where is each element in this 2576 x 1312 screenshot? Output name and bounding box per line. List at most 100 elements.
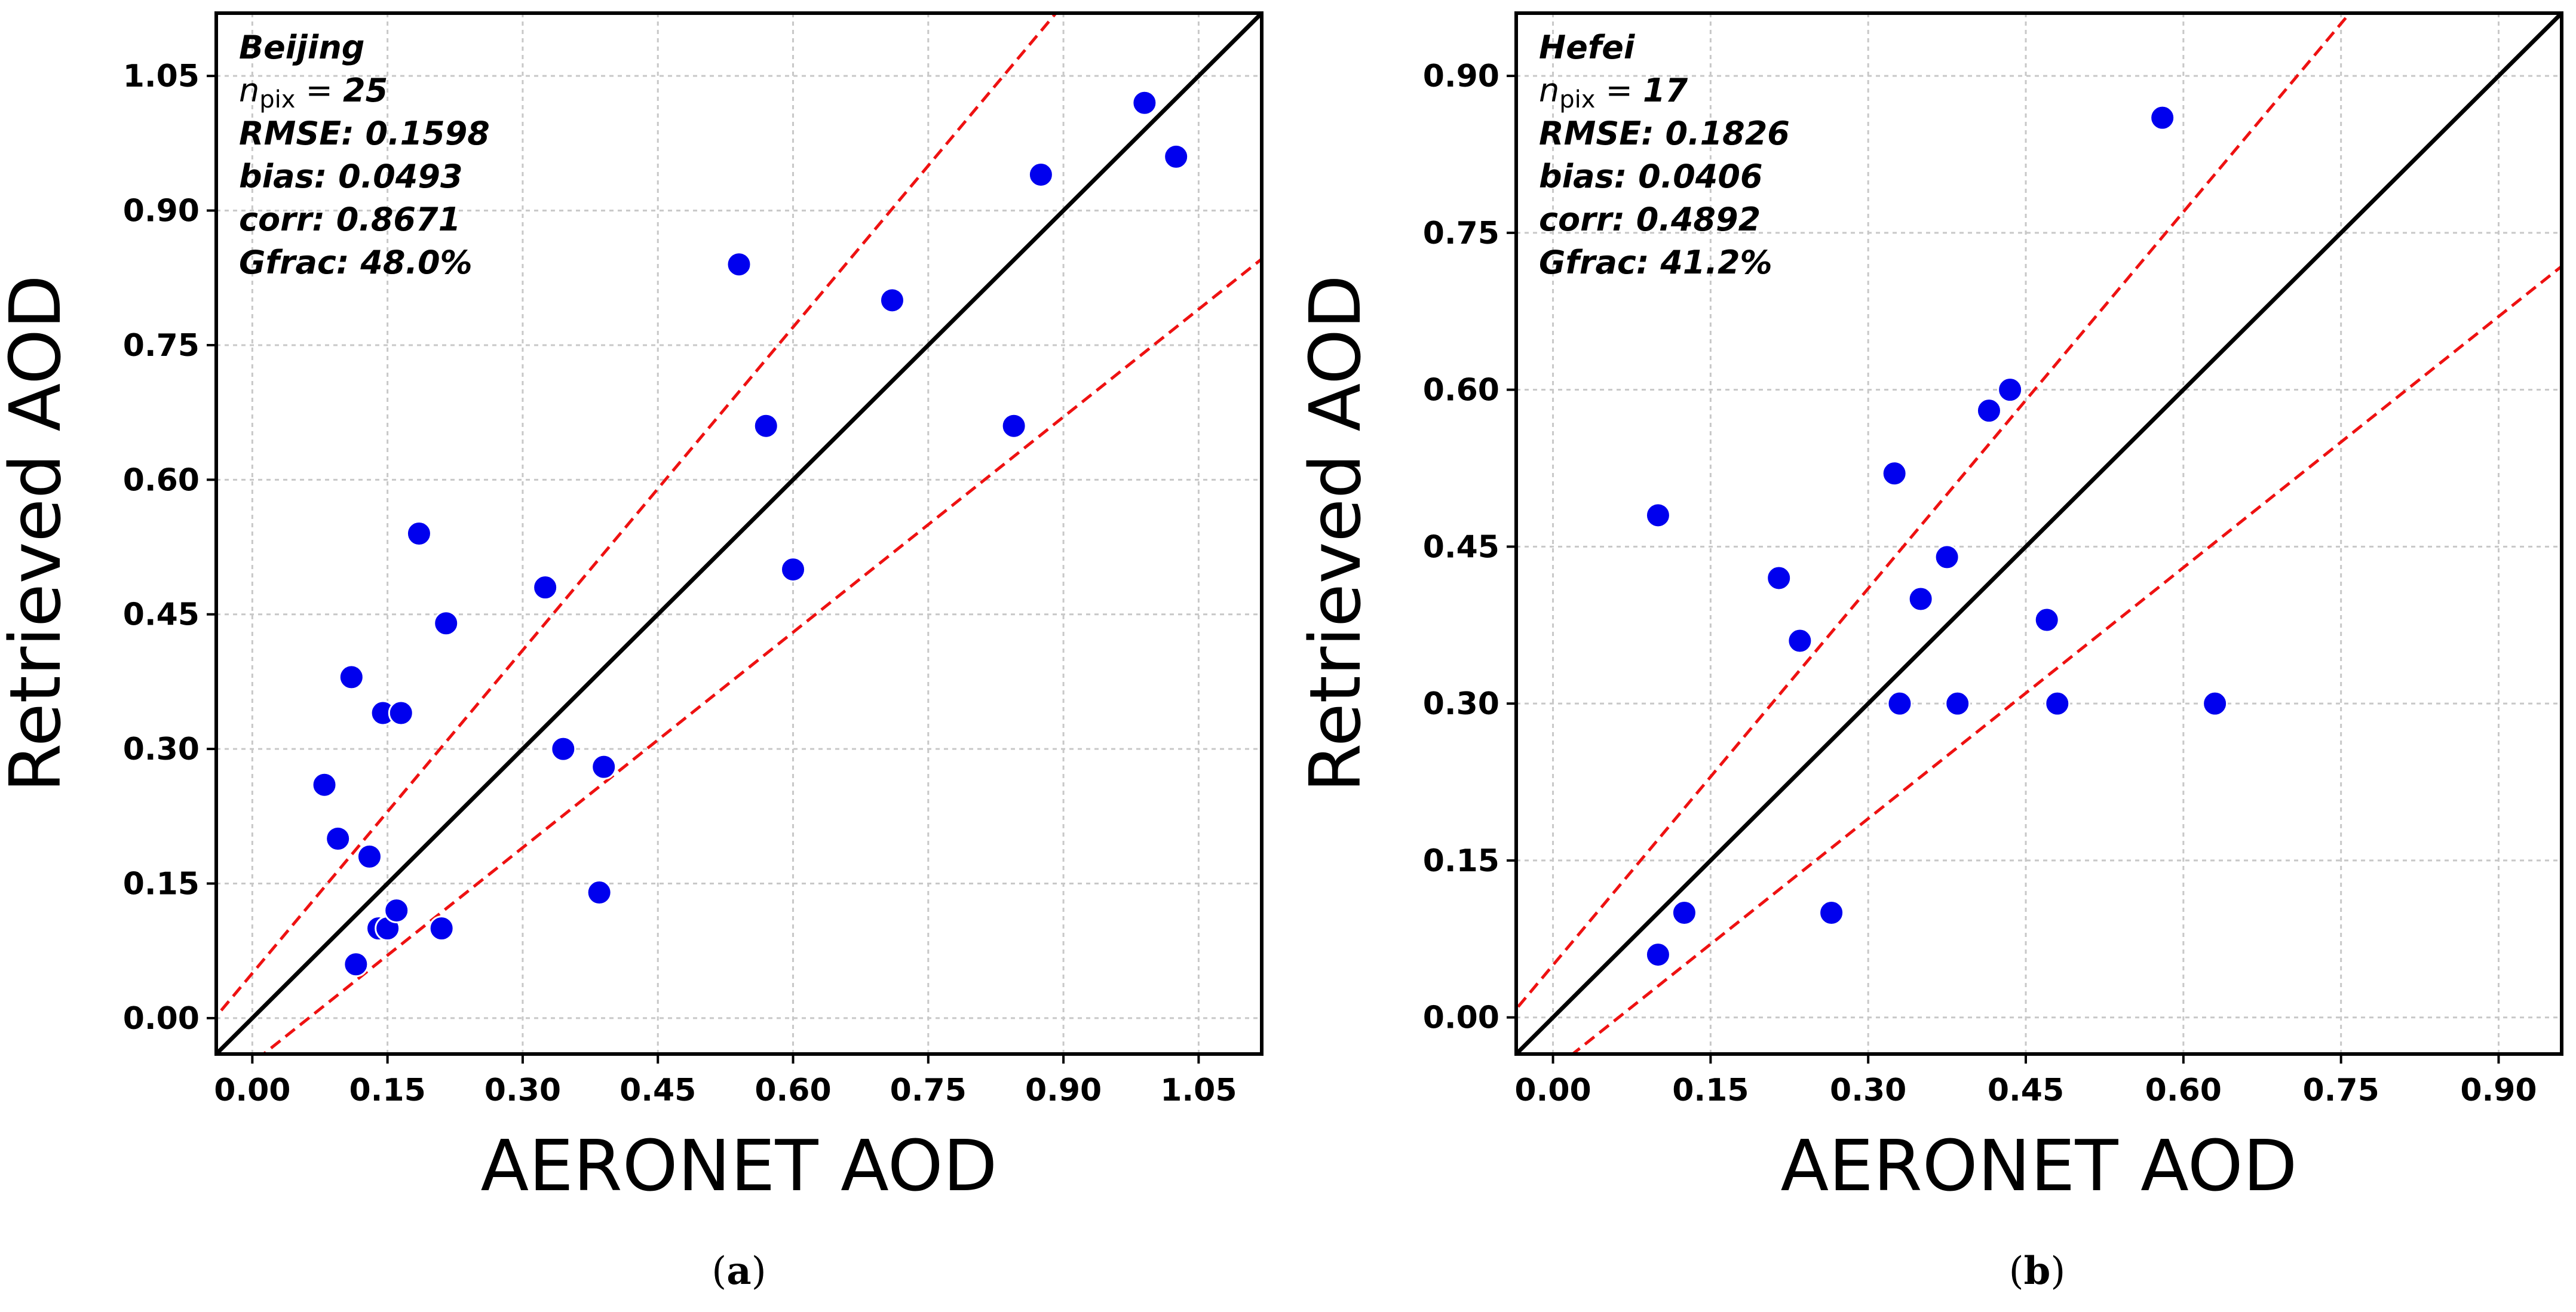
upper-envelope-line <box>1516 13 2352 1012</box>
x-axis-label: AERONET AOD <box>481 1124 998 1207</box>
npix-label: npix = 25 <box>239 72 388 113</box>
data-point <box>1881 460 1908 487</box>
data-point <box>780 557 806 583</box>
upper-envelope-line <box>216 13 1058 1019</box>
bias-label: bias: 0.0493 <box>239 158 463 195</box>
data-point <box>1997 377 2023 403</box>
data-point <box>726 251 752 278</box>
data-points <box>311 90 1189 978</box>
data-point <box>1671 900 1697 926</box>
bias-label: bias: 0.0406 <box>1539 158 1763 195</box>
axes-frame <box>1514 11 2563 1056</box>
data-point <box>1945 690 1971 717</box>
gfrac-label: Gfrac: 41.2% <box>1539 244 1772 281</box>
x-axis-label: AERONET AOD <box>1781 1124 2298 1207</box>
rmse-label: RMSE: 0.1826 <box>1539 115 1790 152</box>
gfrac-label: Gfrac: 48.0% <box>239 244 473 281</box>
data-point <box>1131 90 1158 116</box>
y-tick-labels: 0.00 0.15 0.30 0.45 0.60 0.75 0.90 1.05 <box>123 59 216 1037</box>
panel-caption: (b) <box>2009 1249 2066 1293</box>
npix-value: 17 <box>1643 72 1688 109</box>
y-tick-label: 0.45 <box>1423 529 1499 565</box>
data-point <box>2149 105 2176 131</box>
data-point <box>388 700 414 726</box>
data-point <box>550 736 576 762</box>
data-point <box>1163 143 1189 170</box>
x-tick-labels: 0.00 0.15 0.30 0.45 0.60 0.75 0.90 <box>1514 1054 2537 1108</box>
y-tick-label: 0.30 <box>123 732 200 767</box>
lower-envelope-line <box>261 257 1262 1054</box>
data-point <box>591 754 617 780</box>
y-tick-label: 0.60 <box>1423 373 1499 408</box>
y-tick-label: 0.90 <box>1423 59 1499 94</box>
data-point <box>1976 398 2002 424</box>
corr-label: corr: 0.8671 <box>239 201 461 238</box>
one-to-one-line <box>1516 13 2562 1054</box>
data-point <box>1908 586 1934 612</box>
x-tick-label: 0.00 <box>1514 1073 1591 1108</box>
y-tick-label: 0.90 <box>123 193 200 229</box>
y-tick-label: 0.00 <box>1423 1000 1499 1036</box>
data-point <box>1766 565 1792 591</box>
x-tick-label: 1.05 <box>1160 1073 1237 1108</box>
x-tick-label: 0.15 <box>349 1073 425 1108</box>
data-point <box>311 772 338 798</box>
y-axis-label: Retrieved AOD <box>0 275 76 792</box>
data-point <box>428 915 455 942</box>
rmse-label: RMSE: 0.1598 <box>239 115 490 152</box>
data-point <box>879 287 905 314</box>
x-tick-label: 0.00 <box>214 1073 290 1108</box>
y-tick-label: 0.15 <box>1423 843 1499 879</box>
data-point <box>532 574 559 601</box>
data-point <box>1001 413 1027 439</box>
y-tick-label: 0.75 <box>1423 216 1499 251</box>
y-tick-label: 0.15 <box>123 867 200 902</box>
x-tick-label: 0.30 <box>1830 1073 1906 1108</box>
panel-caption: (a) <box>712 1249 766 1293</box>
data-point <box>2202 690 2228 717</box>
x-tick-label: 0.90 <box>2460 1073 2537 1108</box>
corr-label: corr: 0.4892 <box>1539 201 1761 238</box>
data-point <box>1645 502 1671 529</box>
y-tick-label: 0.00 <box>123 1001 200 1037</box>
x-tick-label: 0.60 <box>2145 1073 2222 1108</box>
lower-envelope-line <box>1570 264 2562 1054</box>
data-point <box>1887 690 1913 717</box>
data-point <box>1645 942 1671 968</box>
x-tick-label: 0.45 <box>1988 1073 2064 1108</box>
x-tick-label: 0.60 <box>755 1073 831 1108</box>
npix-label: npix = 17 <box>1539 72 1688 113</box>
data-point <box>1787 628 1813 654</box>
station-name: Hefei <box>1539 29 1636 66</box>
grid-lines <box>216 13 1262 1054</box>
grid-lines <box>1516 13 2562 1054</box>
data-point <box>356 843 382 869</box>
y-tick-label: 0.60 <box>123 462 200 498</box>
reference-lines <box>216 13 1262 1054</box>
data-points <box>1645 105 2228 968</box>
data-point <box>1934 544 1960 570</box>
station-name: Beijing <box>239 29 364 66</box>
x-tick-label: 0.75 <box>890 1073 967 1108</box>
data-point <box>343 951 369 978</box>
data-point <box>384 898 410 924</box>
x-tick-label: 0.45 <box>620 1073 696 1108</box>
data-point <box>2034 607 2060 633</box>
data-point <box>753 413 779 439</box>
stats-box: Beijing npix = 25 RMSE: 0.1598 bias: 0.0… <box>239 29 490 281</box>
panel-a-beijing: 0.00 0.15 0.30 0.45 0.60 0.75 0.90 1.05 0.00 0.1… <box>0 11 1264 1293</box>
x-tick-label: 0.75 <box>2302 1073 2379 1108</box>
y-axis-label: Retrieved AOD <box>1294 275 1376 792</box>
one-to-one-line <box>216 13 1262 1054</box>
npix-value: 25 <box>343 72 388 109</box>
data-point <box>325 825 351 852</box>
data-point <box>433 610 459 637</box>
y-tick-label: 0.75 <box>123 328 200 364</box>
data-point <box>406 521 432 546</box>
y-tick-label: 1.05 <box>123 59 200 94</box>
x-tick-label: 0.90 <box>1025 1073 1102 1108</box>
y-tick-labels: 0.00 0.15 0.30 0.45 0.60 0.75 0.90 <box>1423 59 1516 1036</box>
data-point <box>1028 161 1054 188</box>
y-tick-label: 0.30 <box>1423 686 1499 722</box>
